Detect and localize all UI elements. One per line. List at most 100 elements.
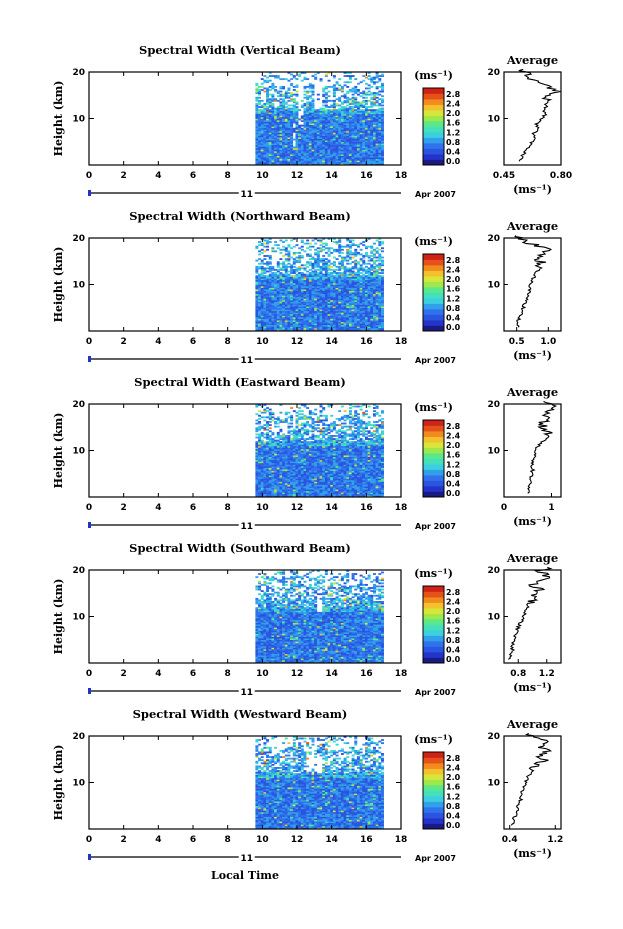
colorbar-unit: (ms⁻¹) [414, 235, 453, 248]
heatmap-cell [290, 286, 294, 288]
heatmap-cell [319, 286, 323, 288]
heatmap-cell [306, 138, 310, 141]
heatmap-cell [295, 90, 299, 93]
heatmap-cell [266, 121, 270, 124]
heatmap-cell [295, 103, 299, 105]
heatmap-cell [322, 264, 326, 267]
heatmap-cell [316, 276, 320, 279]
heatmap-cell [319, 113, 323, 116]
heatmap-cell [287, 295, 291, 298]
heatmap-cell [263, 87, 267, 90]
heatmap-cell [335, 132, 339, 135]
heatmap-cell [327, 318, 331, 321]
heatmap-cell [276, 112, 280, 115]
heatmap-cell [367, 124, 371, 127]
heatmap-cell [311, 92, 315, 94]
heatmap-cell [319, 107, 323, 110]
heatmap-cell [292, 161, 296, 164]
heatmap-cell [306, 126, 310, 129]
heatmap-cell [292, 245, 296, 248]
heatmap-cell [354, 123, 358, 125]
heatmap-cell [335, 313, 339, 316]
heatmap-cell [279, 318, 283, 321]
heatmap-cell [311, 275, 315, 278]
heatmap-cell [266, 307, 270, 310]
heatmap-cell [319, 275, 323, 278]
heatmap-cell [316, 163, 320, 166]
heatmap-cell [276, 113, 280, 116]
heatmap-cell [351, 140, 355, 143]
heatmap-cell [298, 140, 302, 143]
heatmap-cell [370, 149, 374, 152]
heatmap-cell [327, 134, 331, 136]
heatmap-cell [298, 154, 302, 156]
heatmap-cell [380, 85, 384, 88]
heatmap-cell [258, 304, 262, 307]
heatmap-cell [271, 286, 275, 288]
heatmap-cell [380, 115, 384, 118]
heatmap-cell [362, 149, 366, 152]
heatmap-cell [359, 284, 363, 287]
heatmap-cell [290, 130, 294, 133]
heatmap-cell [348, 329, 352, 332]
heatmap-cell [372, 81, 376, 84]
heatmap-cell [292, 120, 296, 122]
heatmap-cell [282, 115, 286, 118]
heatmap-cell [380, 149, 384, 152]
heatmap-cell [255, 134, 259, 136]
heatmap-cell [335, 87, 339, 90]
heatmap-cell [271, 284, 275, 287]
heatmap-cell [340, 323, 344, 326]
heatmap-cell [290, 267, 294, 270]
heatmap-cell [298, 135, 302, 138]
heatmap-cell [354, 96, 358, 99]
heatmap-cell [308, 290, 312, 293]
heatmap-cell [327, 141, 331, 144]
heatmap-cell [263, 306, 267, 309]
heatmap-cell [348, 120, 352, 122]
heatmap-cell [311, 312, 315, 315]
heatmap-cell [284, 137, 288, 139]
heatmap-cell [276, 301, 280, 304]
heatmap-cell [271, 250, 275, 253]
heatmap-cell [287, 296, 291, 299]
heatmap-cell [290, 138, 294, 141]
heatmap-cell [351, 98, 355, 101]
heatmap-cell [322, 130, 326, 133]
heatmap-cell [295, 300, 299, 302]
heatmap-cell [311, 129, 315, 132]
heatmap-cell [295, 158, 299, 161]
heatmap-cell [370, 112, 374, 115]
heatmap-cell [380, 152, 384, 155]
heatmap-cell [295, 276, 299, 279]
heatmap-cell [380, 99, 384, 102]
heatmap-cell [354, 255, 358, 257]
heatmap-cell [292, 320, 296, 322]
heatmap-cell [330, 157, 334, 160]
heatmap-cell [370, 309, 374, 312]
heatmap-cell [287, 143, 291, 146]
heatmap-cell [335, 323, 339, 326]
heatmap-cell [284, 289, 288, 291]
heatmap-cell [287, 327, 291, 330]
heatmap-cell [370, 318, 374, 321]
colorbar-tick-label: 0.4 [446, 147, 461, 156]
heatmap-cell [282, 276, 286, 279]
heatmap-cell [303, 329, 307, 332]
heatmap-cell [338, 158, 342, 161]
heatmap-cell [263, 262, 267, 265]
heatmap-cell [359, 292, 363, 295]
heatmap-cell [276, 143, 280, 146]
heatmap-cell [260, 296, 264, 299]
heatmap-cell [359, 163, 363, 166]
heatmap-cell [351, 275, 355, 278]
heatmap-cell [308, 300, 312, 302]
heatmap-cell [319, 239, 323, 242]
heatmap-cell [367, 313, 371, 316]
heatmap-cell [322, 329, 326, 332]
heatmap-cell [348, 290, 352, 293]
heatmap-cell [322, 287, 326, 290]
heatmap-cell [316, 132, 320, 135]
heatmap-cell [255, 137, 259, 139]
heatmap-cell [346, 270, 350, 273]
